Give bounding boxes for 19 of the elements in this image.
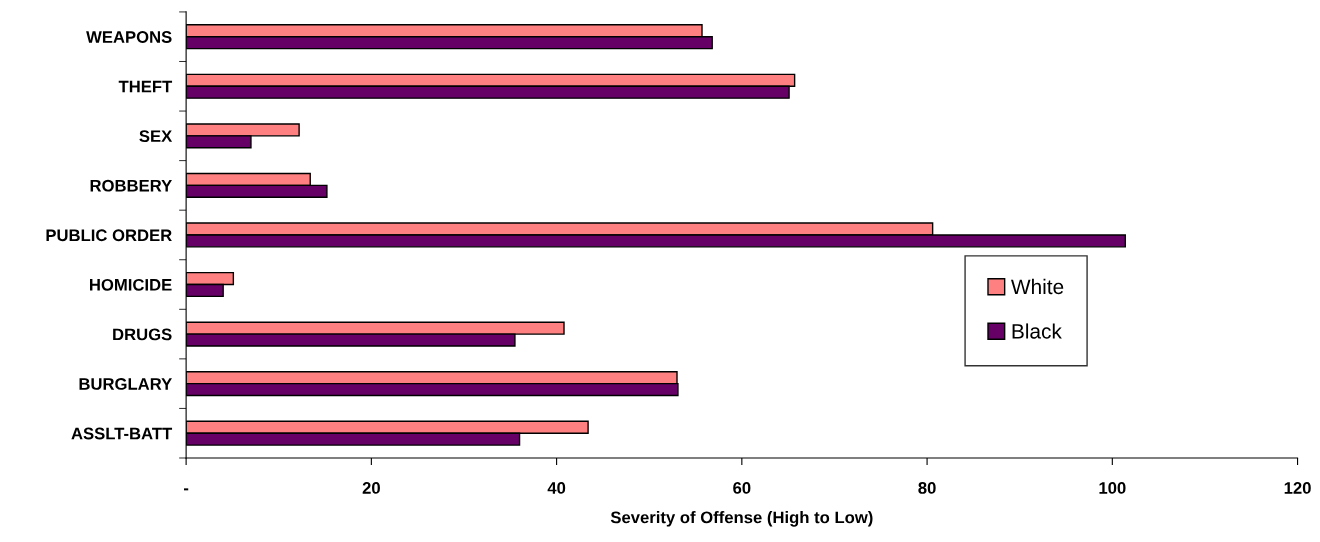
y-tick-label: ASSLT-BATT xyxy=(71,427,173,440)
legend-label: White xyxy=(1011,278,1064,295)
x-tick-label: 40 xyxy=(547,482,566,494)
y-tick-label: BURGLARY xyxy=(79,378,172,390)
y-tick-label: WEAPONS xyxy=(86,31,172,43)
x-tick-label: - xyxy=(184,488,189,491)
legend-label: Black xyxy=(1012,323,1062,339)
x-tick-label: 20 xyxy=(362,482,380,494)
x-axis-title: Severity of Offense (High to Low) xyxy=(610,511,873,527)
y-tick-label: DRUGS xyxy=(113,328,172,341)
y-tick-label: THEFT xyxy=(118,80,173,93)
x-tick-label: 80 xyxy=(918,482,936,494)
x-tick-label: 100 xyxy=(1099,482,1126,494)
x-tick-label: 60 xyxy=(733,482,751,494)
y-tick-label: ROBBERY xyxy=(90,179,172,192)
y-tick-label: HOMICIDE xyxy=(90,278,172,291)
y-tick-label: PUBLIC ORDER xyxy=(46,229,172,242)
x-tick-label: 120 xyxy=(1284,482,1311,494)
y-tick-label: SEX xyxy=(139,130,173,143)
